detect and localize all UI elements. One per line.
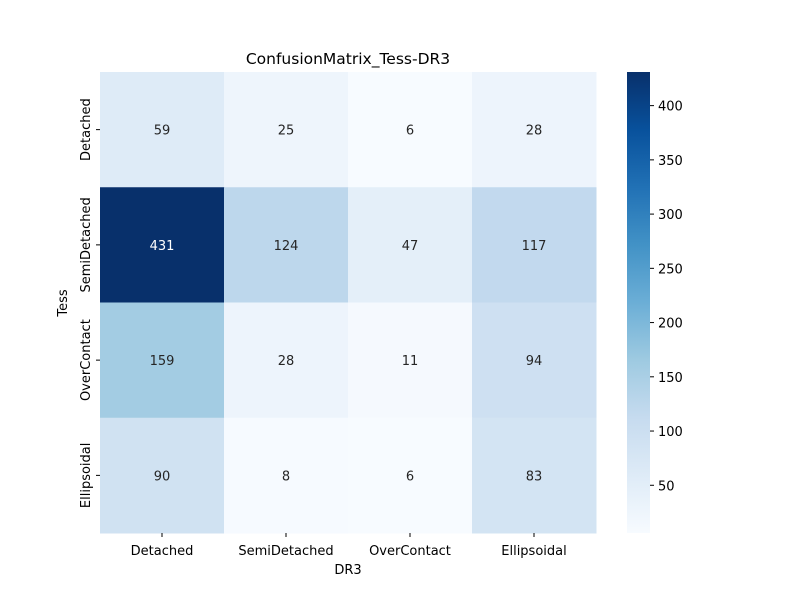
heatmap-cell bbox=[348, 417, 473, 534]
y-tick-labels: Detached SemiDetached OverContact Ellipsoid… bbox=[79, 98, 100, 508]
heatmap-cell bbox=[224, 417, 349, 534]
colorbar-tick-label: 300 bbox=[658, 208, 683, 223]
colorbar-tick-label: 400 bbox=[658, 100, 683, 115]
heatmap-cell bbox=[472, 417, 597, 534]
colorbar bbox=[627, 72, 650, 533]
cell-value-label: 8 bbox=[282, 469, 290, 484]
y-tick-label: Detached bbox=[79, 98, 94, 161]
cell-value-label: 47 bbox=[402, 239, 419, 254]
heatmap-cell bbox=[100, 417, 225, 534]
x-tick-label: SemiDetached bbox=[238, 544, 333, 559]
x-tick-label: Detached bbox=[131, 544, 194, 559]
heatmap-cell bbox=[224, 302, 349, 419]
colorbar-tick-label: 200 bbox=[658, 317, 683, 332]
y-tick-label: OverContact bbox=[79, 319, 94, 401]
cell-value-label: 28 bbox=[278, 354, 295, 369]
cell-value-label: 90 bbox=[154, 469, 171, 484]
cell-value-label: 159 bbox=[150, 354, 175, 369]
heatmap-cell bbox=[472, 72, 597, 188]
colorbar-tick-label: 100 bbox=[658, 425, 683, 440]
cell-value-label: 59 bbox=[154, 124, 171, 139]
cell-value-label: 25 bbox=[278, 124, 295, 139]
cell-value-label: 431 bbox=[150, 239, 175, 254]
x-tick-labels: Detached SemiDetached OverContact Ellipsoid… bbox=[131, 533, 567, 559]
colorbar-tick-label: 50 bbox=[658, 479, 675, 494]
chart-title: ConfusionMatrix_Tess-DR3 bbox=[246, 50, 450, 69]
colorbar-tick-label: 350 bbox=[658, 154, 683, 169]
colorbar-ticks: 50 100 150 200 250 300 350 400 bbox=[650, 100, 683, 494]
y-axis-label: Tess bbox=[56, 289, 71, 318]
cell-value-label: 94 bbox=[526, 354, 543, 369]
cell-value-label: 117 bbox=[522, 239, 547, 254]
heatmap-cell bbox=[472, 302, 597, 419]
heatmap-cell bbox=[348, 302, 473, 419]
cell-value-label: 6 bbox=[406, 124, 414, 139]
heatmap-cell bbox=[224, 187, 349, 303]
heatmap-cell bbox=[100, 187, 225, 303]
y-tick-label: SemiDetached bbox=[79, 197, 94, 292]
colorbar-tick-label: 150 bbox=[658, 371, 683, 386]
cell-value-label: 83 bbox=[526, 469, 543, 484]
heatmap-cell bbox=[472, 187, 597, 303]
heatmap-cell bbox=[224, 72, 349, 188]
cell-value-label: 6 bbox=[406, 469, 414, 484]
cell-value-label: 124 bbox=[274, 239, 299, 254]
heatmap-cell bbox=[348, 72, 473, 188]
cell-value-label: 11 bbox=[402, 354, 419, 369]
heatmap-cell bbox=[348, 187, 473, 303]
heatmap-cell bbox=[100, 302, 225, 419]
colorbar-tick-label: 250 bbox=[658, 262, 683, 277]
x-tick-label: OverContact bbox=[369, 544, 451, 559]
cell-value-label: 28 bbox=[526, 124, 543, 139]
x-tick-label: Ellipsoidal bbox=[501, 544, 566, 559]
heatmap-cell bbox=[100, 72, 225, 188]
y-tick-label: Ellipsoidal bbox=[79, 443, 94, 508]
x-axis-label: DR3 bbox=[334, 563, 361, 578]
